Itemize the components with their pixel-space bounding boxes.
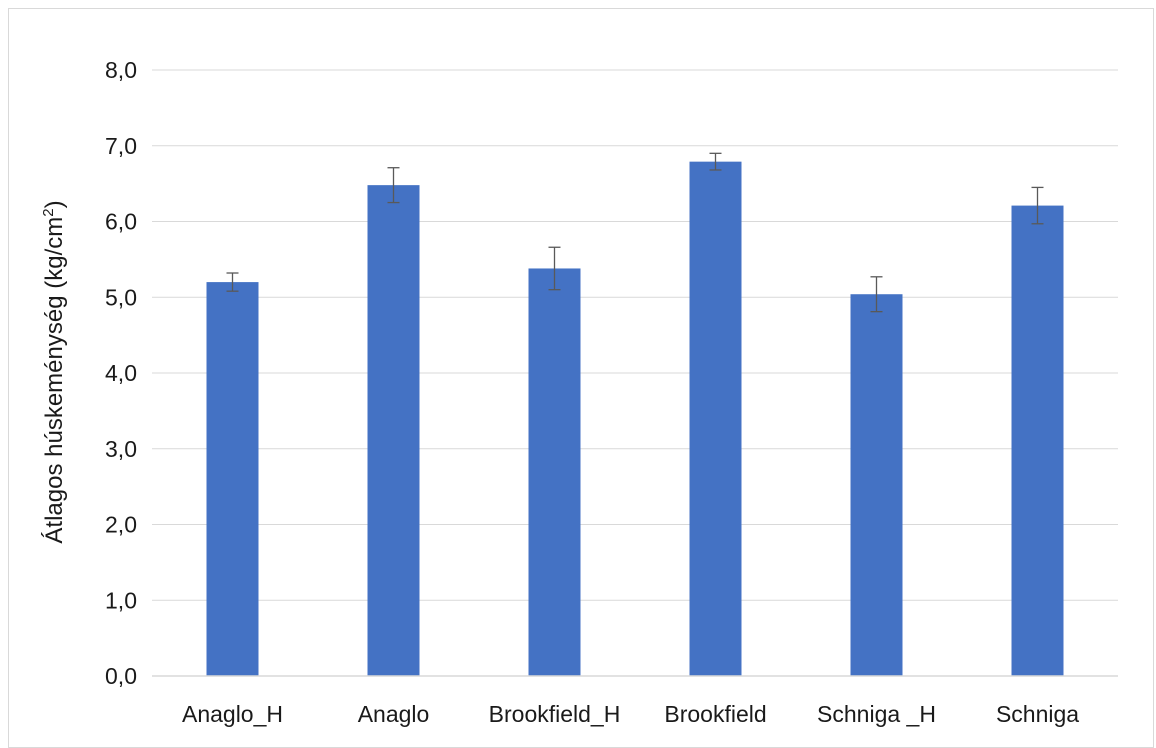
bar	[528, 268, 581, 676]
x-tick-labels: Anaglo_H Anaglo Brookfield_H Brookfield Schn…	[182, 701, 1079, 727]
y-tick-label: 0,0	[105, 663, 137, 689]
bar	[1011, 205, 1064, 676]
y-tick-label: 6,0	[105, 209, 137, 235]
x-tick-label: Brookfield	[664, 701, 766, 727]
error-bar	[709, 152, 722, 171]
bar	[206, 282, 259, 676]
chart-frame	[8, 8, 1154, 748]
y-tick-label: 4,0	[105, 360, 137, 386]
error-bar	[870, 276, 883, 313]
y-tick-labels: 0,0 1,0 2,0 3,0 4,0 5,0 6,0 7,0 8,0	[105, 57, 137, 689]
y-tick-label: 3,0	[105, 436, 137, 462]
x-tick-label: Brookfield_H	[489, 701, 621, 727]
y-tick-label: 2,0	[105, 512, 137, 538]
error-bar	[226, 272, 239, 292]
error-bars	[226, 152, 1044, 313]
bars	[206, 161, 1064, 677]
x-tick-label: Schniga	[996, 701, 1079, 727]
gridlines	[152, 69, 1118, 601]
error-bar	[548, 246, 561, 291]
y-tick-label: 1,0	[105, 587, 137, 613]
bar-chart: 0,01,02,03,04,05,06,07,08,0 Anaglo_H Anag…	[40, 57, 1118, 727]
y-tick-label: 8,0	[105, 57, 137, 83]
x-tick-label: Anaglo	[358, 701, 430, 727]
x-tick-label: Anaglo_H	[182, 701, 283, 727]
y-axis-title: Átlagos húskeménység (kg/cm2)	[40, 200, 68, 543]
y-tick-label: 7,0	[105, 133, 137, 159]
bar	[689, 161, 742, 677]
x-tick-label: Schniga _H	[817, 701, 936, 727]
bar	[850, 294, 903, 676]
error-bar	[1031, 186, 1044, 225]
bar	[367, 185, 420, 676]
error-bar	[387, 167, 400, 204]
y-tick-label: 5,0	[105, 284, 137, 310]
